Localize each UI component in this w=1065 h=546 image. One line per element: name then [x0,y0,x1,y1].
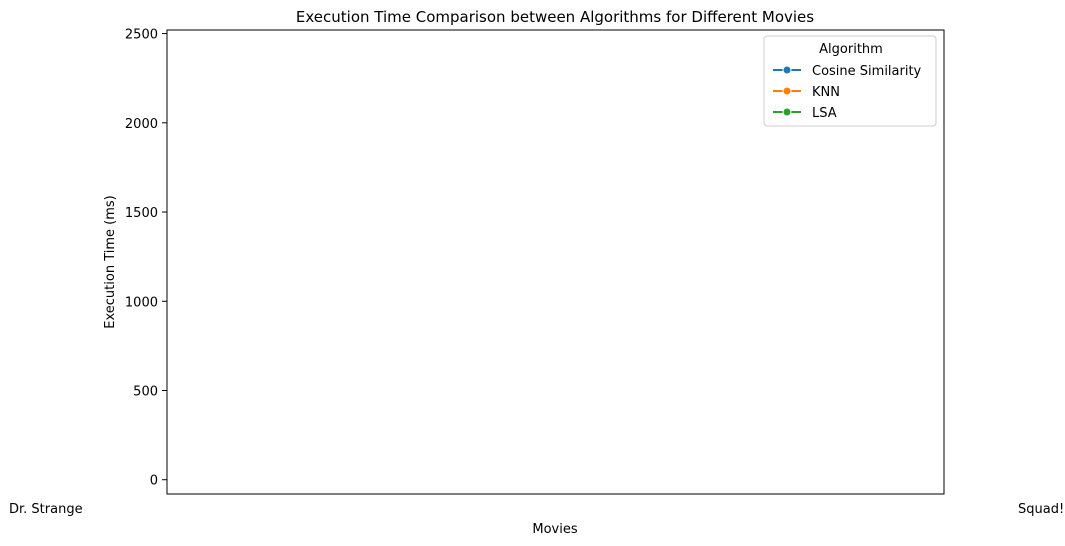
plot-area: 0 500 1000 1500 2000 2500 [125,28,945,495]
x-tick-label-first: Dr. Strange [9,502,83,517]
y-tick-label: 2000 [125,117,158,132]
y-tick-label: 1500 [125,206,158,221]
legend-label-lsa: LSA [812,106,837,121]
y-tick-label: 1000 [125,295,158,310]
legend-title: Algorithm [819,42,883,57]
y-tick-label: 500 [133,384,158,399]
y-tick-label: 2500 [125,28,158,43]
y-tick-label: 0 [150,474,158,489]
legend-swatch-marker-lsa [782,107,792,117]
x-tick-label-last: Squad! [1018,502,1064,517]
legend: Algorithm Cosine Similarity KNN LSA [763,35,937,127]
legend-item-cosine-similarity: Cosine Similarity [773,64,922,79]
legend-label-cosine-similarity: Cosine Similarity [812,64,922,79]
legend-label-knn: KNN [812,85,840,100]
y-axis-label: Execution Time (ms) [103,195,118,328]
chart-title: Execution Time Comparison between Algori… [296,8,814,26]
legend-item-lsa: LSA [773,106,837,121]
legend-swatch-marker-cosine [782,65,792,75]
legend-box [763,35,937,127]
legend-swatch-marker-knn [782,86,792,96]
x-axis-label: Movies [532,522,577,537]
y-axis-ticks: 0 500 1000 1500 2000 2500 [125,28,167,489]
legend-item-knn: KNN [773,85,840,100]
plot-frame [166,29,945,495]
